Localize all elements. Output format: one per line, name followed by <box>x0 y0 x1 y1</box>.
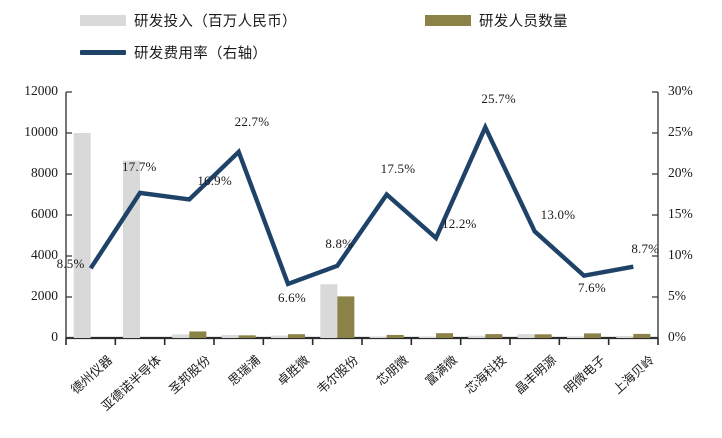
y-tick-label-right: 20% <box>668 165 693 180</box>
bar-rd-invest <box>221 334 239 338</box>
y-tick-label-left: 2000 <box>31 288 58 303</box>
line-value-label: 8.7% <box>631 240 660 256</box>
bar-rd-invest <box>320 284 338 338</box>
y-tick-label-right: 30% <box>668 83 693 98</box>
bar-rd-invest <box>271 335 288 338</box>
legend-item-rd-staff: 研发人员数量 <box>425 10 568 31</box>
line-value-label: 6.6% <box>278 289 306 305</box>
bar-rd-staff <box>436 333 453 338</box>
bar-rd-staff <box>584 333 601 338</box>
bar-rd-staff <box>189 331 207 338</box>
bar-rd-invest <box>73 133 91 338</box>
legend-swatch-rd-ratio <box>80 50 126 55</box>
line-value-label: 8.8% <box>325 235 354 251</box>
bar-rd-invest <box>567 336 584 338</box>
y-tick-label-left: 0 <box>51 329 58 344</box>
line-value-label: 17.7% <box>122 158 157 174</box>
y-tick-label-right: 5% <box>668 288 686 303</box>
bar-rd-invest <box>369 336 387 338</box>
bar-rd-staff <box>238 335 256 338</box>
bar-rd-invest <box>616 336 634 338</box>
line-value-label: 13.0% <box>540 207 576 223</box>
bar-rd-staff <box>288 334 305 338</box>
bar-rd-invest <box>468 335 486 338</box>
bar-rd-invest <box>419 336 436 338</box>
line-value-label: 16.9% <box>197 173 232 189</box>
bar-rd-staff <box>337 296 355 338</box>
y-tick-label-left: 10000 <box>24 124 58 139</box>
bar-rd-staff <box>485 334 503 338</box>
line-value-label: 25.7% <box>481 91 516 107</box>
bar-rd-invest <box>172 334 190 338</box>
bar-rd-staff <box>386 334 404 338</box>
legend-swatch-rd-staff <box>425 15 471 26</box>
y-tick-label-right: 25% <box>668 124 693 139</box>
y-tick-label-left: 8000 <box>31 165 58 180</box>
y-tick-label-left: 6000 <box>31 206 58 221</box>
line-value-label: 17.5% <box>380 160 416 176</box>
y-tick-label-right: 10% <box>668 247 693 262</box>
line-value-label: 12.2% <box>442 215 477 231</box>
line-value-label: 8.5% <box>56 256 85 272</box>
y-tick-label-left: 4000 <box>31 247 58 262</box>
y-tick-label-right: 15% <box>668 206 693 221</box>
legend-label-rd-invest: 研发投入（百万人民币） <box>134 14 297 30</box>
bar-rd-staff <box>633 333 651 338</box>
line-value-label: 7.6% <box>578 279 606 295</box>
legend-item-rd-ratio: 研发费用率（右轴） <box>80 42 267 63</box>
line-value-label: 22.7% <box>234 113 270 129</box>
y-tick-label-left: 12000 <box>24 83 58 98</box>
legend-swatch-rd-invest <box>80 15 126 26</box>
legend-item-rd-invest: 研发投入（百万人民币） <box>80 10 297 31</box>
bar-rd-invest <box>517 334 535 338</box>
y-tick-label-right: 0% <box>668 329 686 344</box>
bar-rd-staff <box>534 334 552 338</box>
legend-label-rd-staff: 研发人员数量 <box>479 14 568 30</box>
legend-label-rd-ratio: 研发费用率（右轴） <box>134 46 268 62</box>
chart-legend: 研发投入（百万人民币） 研发人员数量 研发费用率（右轴） <box>0 0 722 70</box>
line-rd-ratio <box>88 122 634 287</box>
bar-rd-invest <box>123 160 140 338</box>
